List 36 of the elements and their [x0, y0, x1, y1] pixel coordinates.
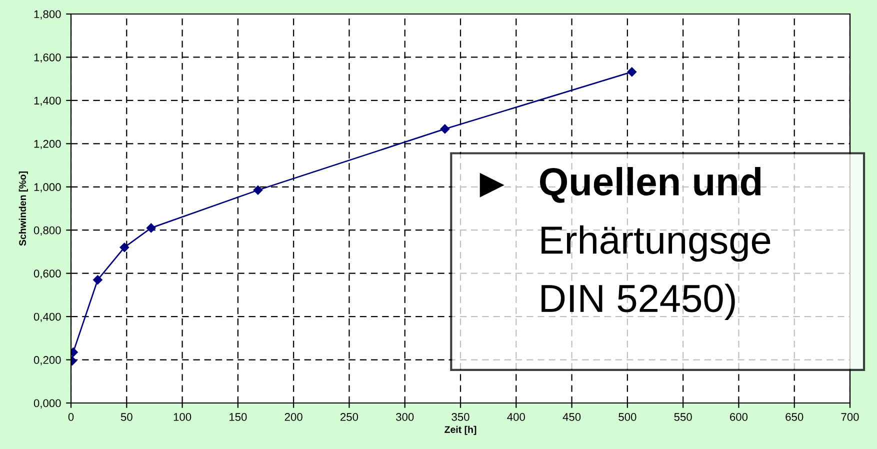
x-tick-label: 250: [340, 413, 358, 421]
x-tick-label: 200: [284, 413, 302, 421]
x-tick-label: 500: [618, 413, 636, 421]
y-tick-label: 1,800: [34, 10, 61, 20]
point: [627, 67, 637, 77]
y-tick-label: 1,200: [34, 140, 61, 150]
x-tick-label: 650: [786, 413, 804, 421]
point: [440, 124, 450, 134]
x-tick-label: 600: [730, 413, 748, 421]
annotation: DIN 52450): [542, 284, 735, 320]
y-axis-title: Schwinden [%o]: [18, 172, 28, 246]
x-tick-label: 450: [562, 413, 581, 421]
annotation: Quellen und: [540, 167, 761, 203]
point: [146, 223, 156, 233]
x-tick-label: 0: [68, 413, 74, 421]
x-tick-label: 550: [674, 413, 692, 421]
y-tick-label: 0,200: [34, 356, 61, 366]
x-tick-label: 150: [230, 413, 247, 421]
point: [120, 242, 130, 252]
x-tick-label: 700: [841, 413, 859, 421]
x-tick-label: 350: [452, 413, 470, 421]
y-tick-label: 0,400: [34, 312, 61, 322]
x-axis-title: Zeit [h]: [444, 426, 476, 435]
x-tick-label: 400: [507, 413, 525, 421]
point: [253, 186, 263, 195]
point: [93, 275, 102, 284]
x-tick-label: 50: [120, 413, 132, 421]
x-tick-label: 300: [396, 413, 414, 421]
annotation: Erhärtungsge: [542, 225, 770, 262]
y-tick-label: 0,000: [34, 399, 61, 408]
y-tick-label: 1,600: [34, 53, 61, 63]
y-tick-label: 0,800: [34, 226, 61, 236]
y-tick-label: 0,600: [34, 270, 61, 279]
x-tick-label: 100: [174, 413, 192, 421]
y-tick-label: 1,000: [34, 183, 61, 192]
y-tick-label: 1,400: [34, 96, 61, 106]
